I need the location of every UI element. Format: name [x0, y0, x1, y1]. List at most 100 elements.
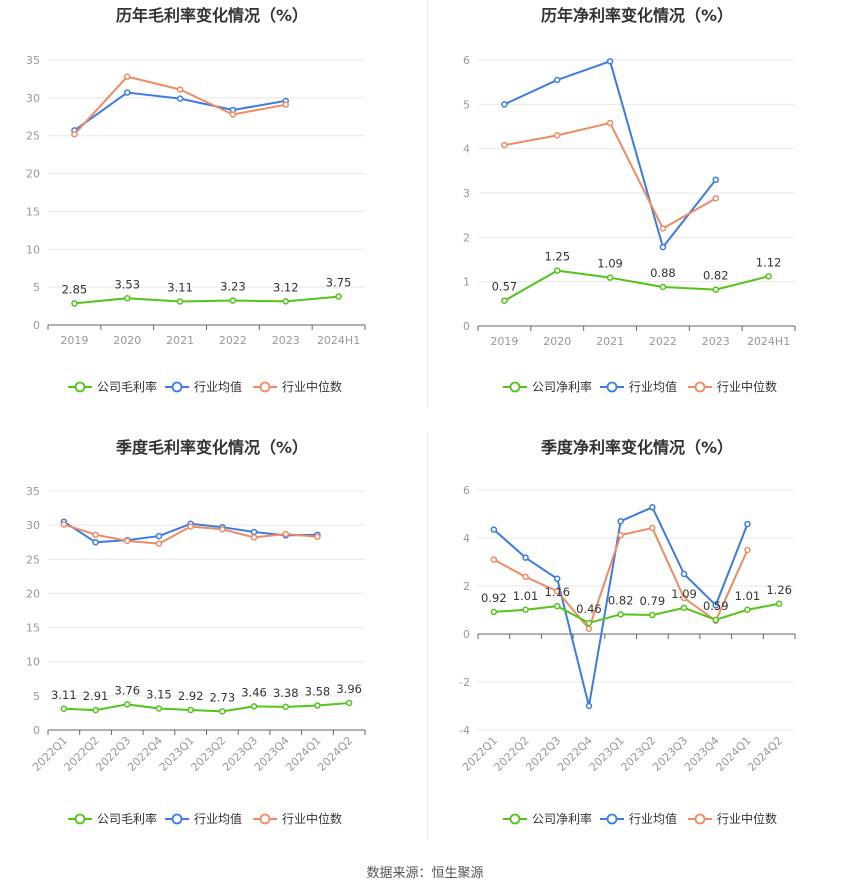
data-point — [124, 89, 131, 96]
data-label: 1.01 — [735, 589, 761, 603]
x-tick-label: 2024Q2 — [745, 734, 785, 774]
y-tick-label: 25 — [26, 553, 40, 566]
x-tick-label: 2021 — [166, 334, 194, 347]
data-point — [554, 588, 561, 595]
data-label: 1.09 — [597, 257, 623, 271]
x-tick-label: 2024Q2 — [315, 734, 355, 774]
data-point — [60, 705, 68, 713]
data-point — [124, 537, 131, 545]
data-point — [155, 532, 163, 540]
y-tick-label: 15 — [26, 622, 40, 635]
x-tick-label: 2019 — [60, 334, 88, 347]
data-label: 3.15 — [146, 687, 172, 701]
data-point — [744, 606, 751, 614]
series-line-0 — [63, 701, 350, 713]
data-point — [585, 619, 593, 627]
data-point — [606, 119, 614, 127]
legend-marker — [606, 813, 618, 825]
data-point — [659, 225, 667, 232]
x-tick-label: 2020 — [113, 334, 141, 347]
panel-divider — [427, 0, 428, 408]
data-point — [314, 702, 321, 709]
series-line-0 — [74, 295, 339, 305]
legend-marker — [694, 813, 706, 825]
y-tick-label: 0 — [33, 319, 40, 332]
data-point — [606, 274, 614, 281]
y-tick-label: 0 — [463, 320, 470, 333]
data-point — [490, 526, 498, 533]
data-point — [744, 546, 751, 554]
y-tick-label: 20 — [26, 168, 40, 181]
data-point — [250, 703, 258, 710]
data-point — [554, 267, 561, 274]
data-point — [712, 195, 719, 202]
data-point — [282, 703, 289, 711]
data-point — [229, 297, 237, 304]
data-label: 2.91 — [83, 689, 109, 703]
legend-label: 行业中位数 — [717, 811, 777, 826]
legend-label: 行业均值 — [194, 379, 242, 394]
data-point — [124, 73, 131, 80]
data-point — [490, 608, 498, 616]
data-point — [124, 295, 131, 302]
data-label: 1.26 — [766, 583, 792, 597]
y-tick-label: 0 — [33, 724, 40, 737]
data-point — [187, 706, 194, 714]
y-tick-label: -4 — [459, 724, 470, 737]
data-point — [554, 132, 561, 139]
x-tick-label: 2019 — [490, 335, 518, 348]
data-point — [250, 528, 258, 536]
data-point — [501, 297, 508, 304]
quarterly-net-margin-svg: 季度净利率变化情况（%）-4-202462022Q12022Q22022Q320… — [459, 438, 796, 826]
y-tick-label: 5 — [463, 98, 470, 111]
data-point — [155, 540, 163, 547]
data-point — [617, 531, 624, 539]
x-tick-label: 2021 — [596, 335, 624, 348]
data-label: 3.12 — [273, 280, 299, 294]
legend-label: 公司毛利率 — [97, 379, 157, 394]
series-line-0 — [493, 602, 780, 624]
x-tick-label: 2020 — [543, 335, 571, 348]
data-point — [617, 611, 624, 618]
quarterly-gross-margin-svg: 季度毛利率变化情况（%）051015202530352022Q12022Q220… — [26, 438, 366, 826]
data-point — [680, 570, 688, 578]
x-tick-label: 2022 — [219, 334, 247, 347]
y-tick-label: 30 — [26, 519, 40, 532]
x-tick-label: 2022 — [649, 335, 677, 348]
legend-label: 公司净利率 — [532, 379, 592, 394]
data-label: 3.58 — [305, 685, 331, 699]
data-label: 0.92 — [481, 591, 507, 605]
data-label: 1.01 — [513, 589, 539, 603]
data-point — [71, 130, 78, 138]
legend-marker — [606, 381, 618, 393]
legend-label: 行业中位数 — [282, 811, 342, 826]
legend-marker — [171, 813, 183, 825]
data-point — [659, 243, 667, 251]
panel-divider — [427, 432, 428, 840]
legend-marker — [74, 813, 86, 825]
data-point — [335, 293, 342, 300]
data-label: 2.73 — [210, 690, 236, 704]
data-label: 0.79 — [640, 594, 666, 608]
data-point — [92, 531, 99, 538]
data-point — [176, 298, 184, 305]
series-line-2 — [504, 121, 717, 230]
data-label: 2.85 — [62, 282, 88, 296]
data-label: 0.46 — [576, 602, 602, 616]
data-label: 3.53 — [114, 277, 140, 291]
data-point — [176, 95, 184, 102]
y-tick-label: 5 — [33, 281, 40, 294]
data-point — [765, 273, 772, 280]
data-label: 0.57 — [492, 280, 518, 294]
data-point — [229, 111, 237, 118]
data-point — [124, 701, 131, 708]
data-point — [585, 625, 593, 632]
data-point — [712, 286, 719, 293]
legend-label: 行业均值 — [194, 811, 242, 826]
data-label: 3.11 — [167, 280, 193, 294]
data-point — [712, 176, 719, 183]
data-point — [744, 520, 751, 528]
data-point — [219, 525, 226, 533]
data-point — [187, 523, 194, 530]
data-point — [712, 616, 719, 624]
